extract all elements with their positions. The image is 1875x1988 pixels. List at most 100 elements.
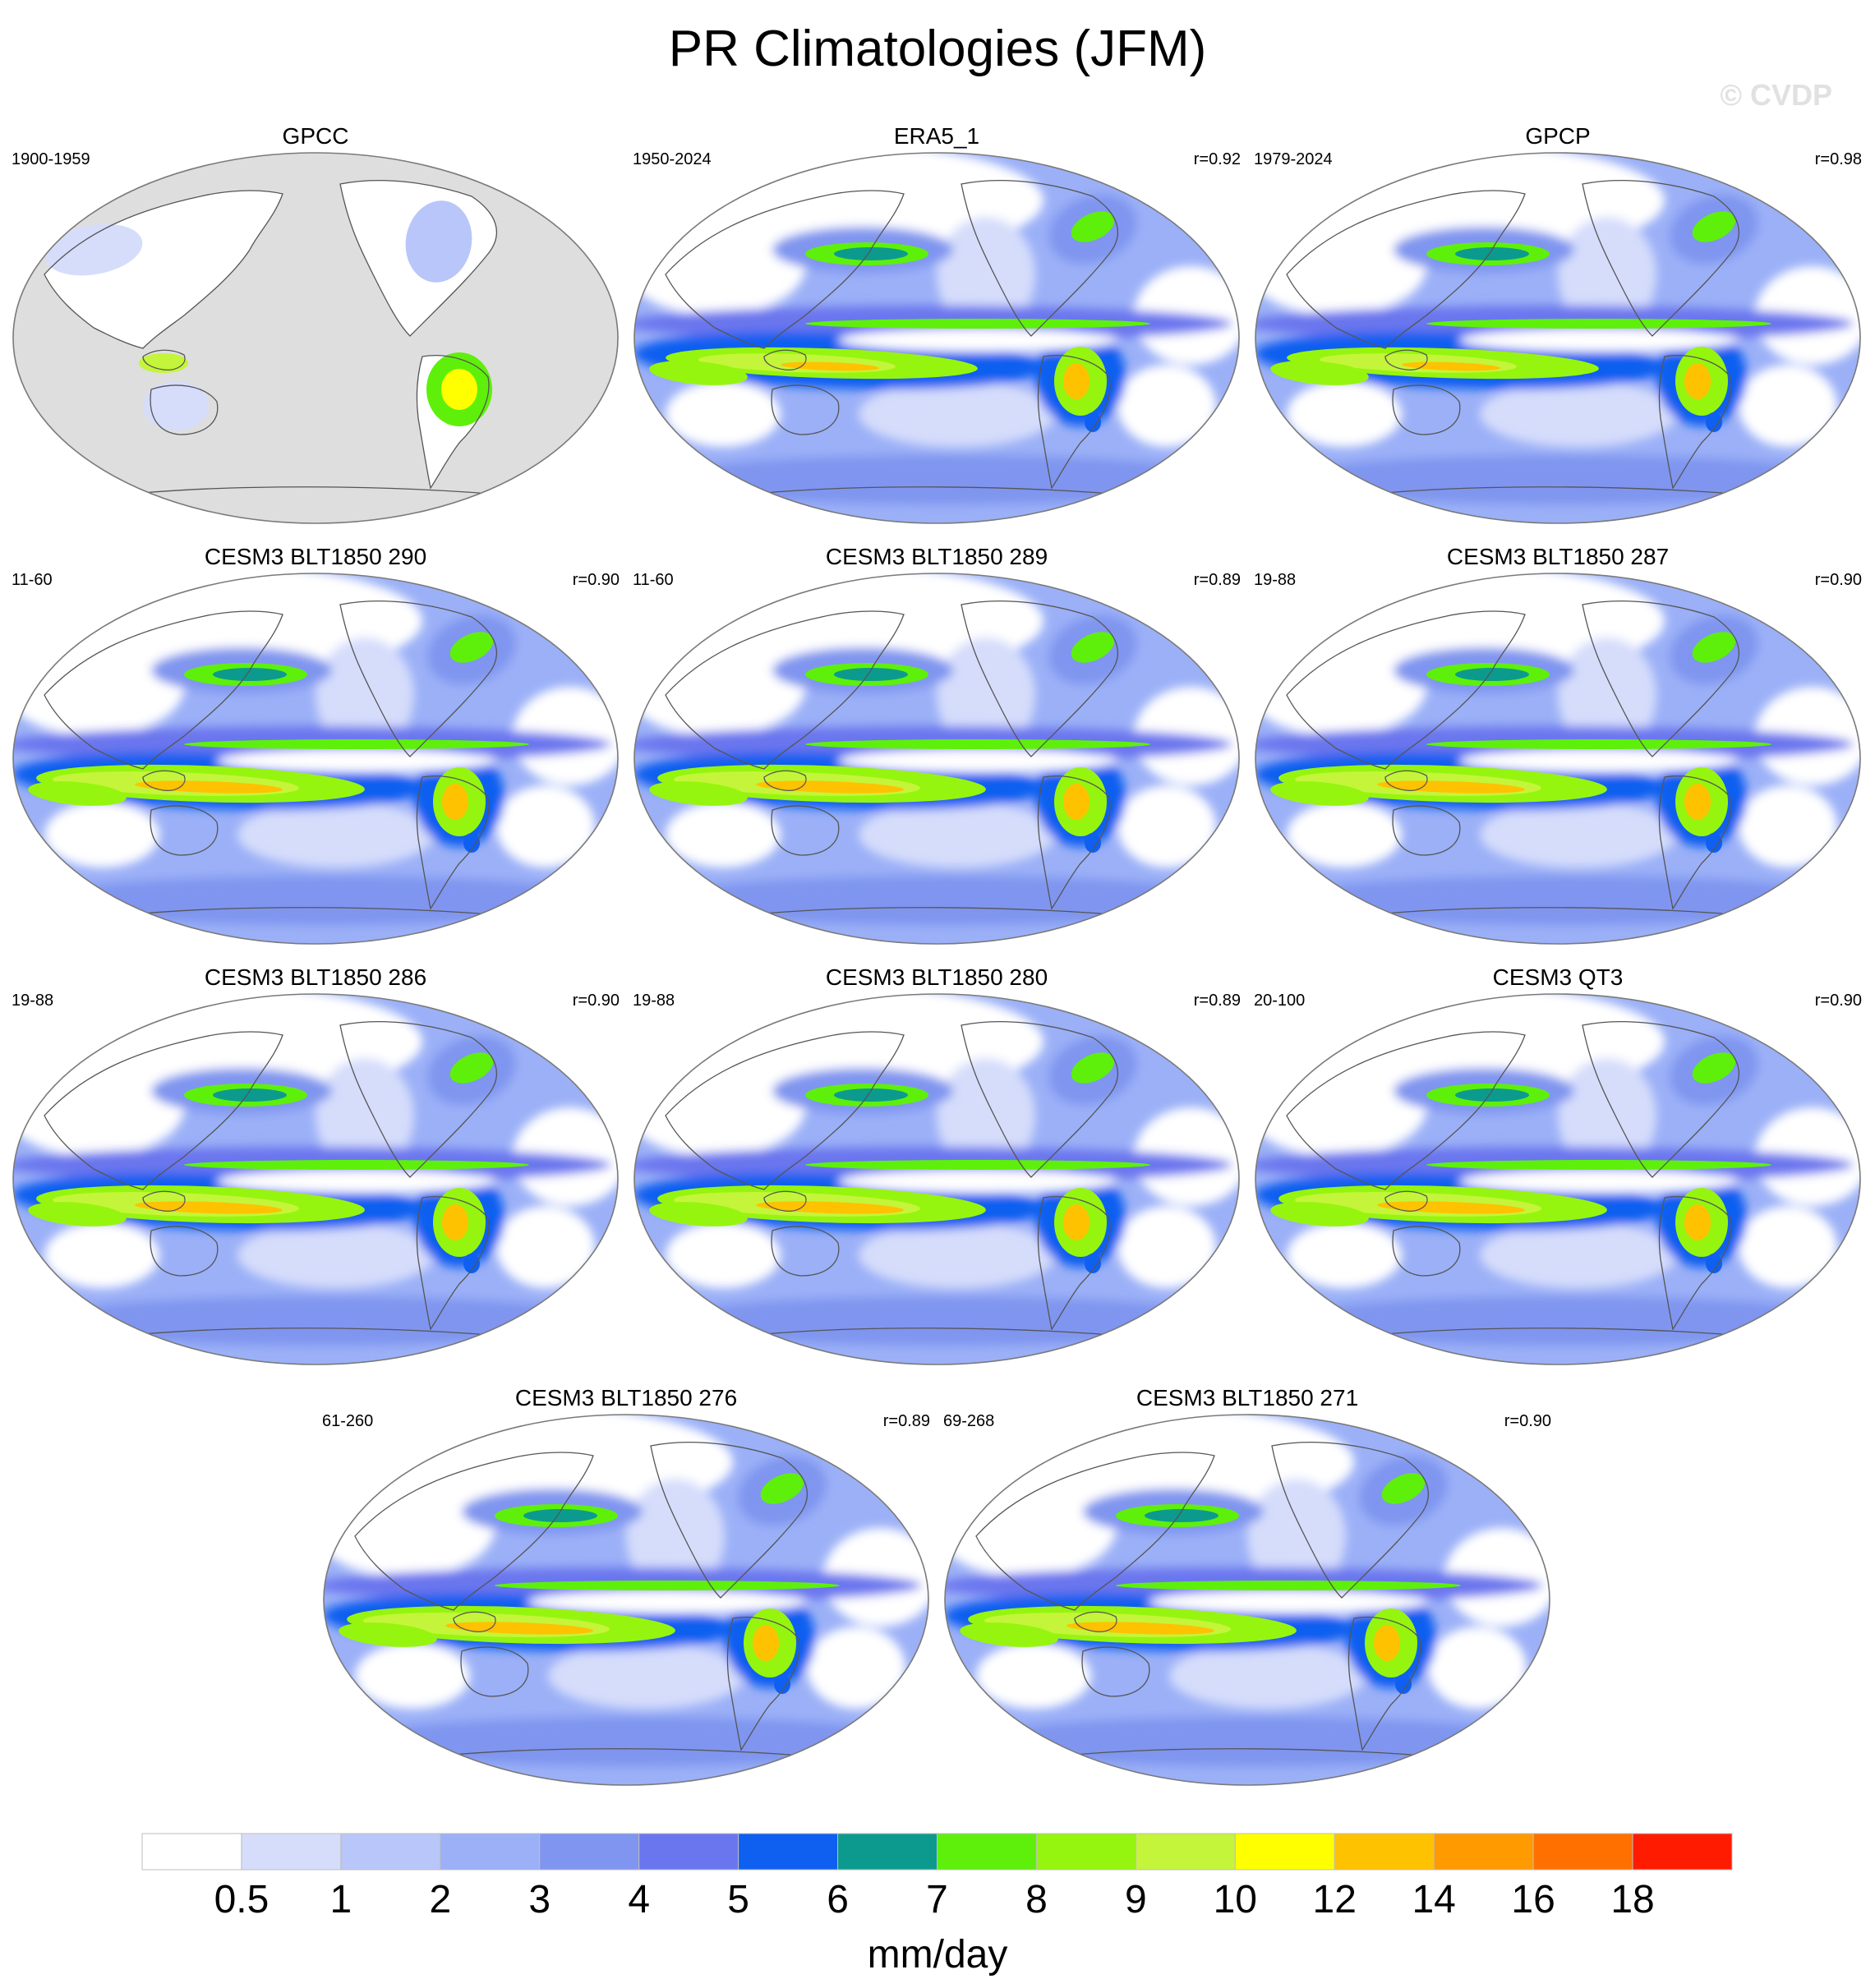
- map-panel: CESM3 BLT1850 276 61-260 r=0.89: [322, 1383, 930, 1790]
- map-field: [1255, 573, 1860, 944]
- colorbar-tick-label: 16: [1511, 1878, 1555, 1921]
- cold-tongue: [1459, 329, 1739, 352]
- map-panel: CESM3 BLT1850 287 19-88 r=0.90: [1254, 542, 1862, 949]
- colorbar-swatch: [340, 1833, 441, 1871]
- south-pacific-dry: [1480, 381, 1677, 447]
- panel-period: 19-88: [1254, 571, 1297, 589]
- na-west-dry: [316, 637, 414, 752]
- south-indian-dry: [355, 1643, 470, 1709]
- colorbar-swatch: [837, 1833, 938, 1871]
- itcz-band: [1426, 1160, 1771, 1170]
- so-storm-track: [36, 1296, 611, 1346]
- coastlines: [975, 1441, 1453, 1759]
- south-indian-dry: [44, 1222, 159, 1288]
- south-atlantic-eddy: [463, 833, 480, 853]
- indian-ocean-band: [339, 1622, 437, 1647]
- coastlines: [1286, 600, 1764, 918]
- figure-title: PR Climatologies (JFM): [668, 21, 1207, 77]
- colorbar-tick-label: 9: [1125, 1878, 1147, 1921]
- map-plot: [633, 573, 1240, 945]
- na-west-dry: [937, 1058, 1035, 1173]
- na-west-dry: [1558, 637, 1656, 752]
- na-storm-track-core: [1692, 1052, 1736, 1084]
- coastlines: [44, 179, 522, 497]
- south-atlantic-dry: [1739, 365, 1837, 447]
- colorbar-tick-label: 6: [827, 1878, 849, 1921]
- south-atlantic-dry: [1739, 785, 1837, 867]
- panel-period: 11-60: [633, 571, 674, 589]
- np-storm-track-center: [1455, 247, 1529, 260]
- colorbar-tick-label: 2: [429, 1878, 451, 1921]
- itcz-band: [805, 319, 1150, 329]
- map-field: [324, 1415, 928, 1785]
- panel-title: CESM3 BLT1850 276: [514, 1385, 738, 1410]
- panel-correlation: r=0.98: [1814, 150, 1862, 168]
- map-panel: CESM3 BLT1850 286 19-88 r=0.90: [12, 963, 620, 1369]
- map-border: [12, 993, 619, 1365]
- na-west-dry: [937, 637, 1035, 752]
- panel-period: 19-88: [12, 992, 54, 1010]
- panel-correlation: r=0.90: [1814, 571, 1862, 589]
- itcz-band: [805, 1160, 1150, 1170]
- asia-light-rain: [44, 223, 143, 276]
- np-storm-track-center: [213, 668, 287, 681]
- na-storm-track-core: [1071, 211, 1115, 242]
- panel-title: CESM3 BLT1850 271: [1136, 1385, 1359, 1410]
- na-west-dry: [1247, 1479, 1346, 1594]
- colorbar-swatch: [141, 1833, 242, 1871]
- na-storm-track-core: [449, 632, 494, 663]
- colorbar-swatch: [1035, 1833, 1136, 1871]
- map-field: [13, 153, 618, 523]
- south-atlantic-dry: [807, 1627, 905, 1709]
- colorbar-swatch: [539, 1833, 640, 1871]
- amazon-max: [1374, 1625, 1400, 1661]
- colorbar-swatch: [241, 1833, 342, 1871]
- south-atlantic-eddy: [1395, 1674, 1412, 1694]
- south-atlantic-dry: [1117, 1206, 1216, 1288]
- south-indian-dry: [44, 802, 159, 867]
- amazon-max: [1063, 1204, 1090, 1240]
- na-east-rain: [405, 200, 472, 283]
- itcz-band: [1116, 1581, 1461, 1590]
- coastlines: [44, 1020, 522, 1338]
- panel-title: ERA5_1: [893, 123, 980, 149]
- south-atlantic-eddy: [1706, 833, 1722, 853]
- panel-title: CESM3 BLT1850 280: [825, 964, 1048, 990]
- south-atlantic-eddy: [1085, 833, 1101, 853]
- indian-ocean-band: [1270, 1202, 1369, 1226]
- cold-tongue: [1149, 1590, 1428, 1613]
- map-plot: [12, 152, 619, 524]
- map-border: [1255, 993, 1861, 1365]
- indian-ocean-band: [1270, 781, 1369, 806]
- spcz-max: [1402, 361, 1500, 371]
- cold-tongue: [527, 1590, 807, 1613]
- coastlines: [1286, 1020, 1764, 1338]
- na-storm-track-core: [760, 1473, 804, 1504]
- south-atlantic-dry: [1117, 365, 1216, 447]
- map-border: [633, 152, 1240, 524]
- south-pacific-dry: [1480, 1222, 1677, 1288]
- amazon-max: [442, 784, 468, 820]
- colorbar-swatch: [738, 1833, 839, 1871]
- coastlines: [354, 1441, 832, 1759]
- south-pacific-dry: [859, 1222, 1056, 1288]
- south-atlantic-dry: [496, 1206, 595, 1288]
- south-pacific-dry: [1169, 1643, 1366, 1709]
- map-plot: [633, 993, 1240, 1365]
- map-field: [634, 994, 1239, 1364]
- itcz-band: [184, 739, 529, 749]
- amazon-max: [442, 1204, 468, 1240]
- south-indian-dry: [1287, 802, 1402, 867]
- so-storm-track: [968, 1717, 1543, 1766]
- colorbar-swatch: [1334, 1833, 1435, 1871]
- panel-correlation: r=0.90: [1814, 992, 1862, 1010]
- south-indian-dry: [1287, 381, 1402, 447]
- colorbar-tick-label: 10: [1214, 1878, 1257, 1921]
- so-storm-track: [36, 876, 611, 925]
- np-storm-track-center: [834, 247, 908, 260]
- cold-tongue: [217, 1170, 496, 1193]
- so-storm-track: [1278, 1296, 1854, 1346]
- south-atlantic-dry: [1428, 1627, 1527, 1709]
- coastlines: [665, 179, 1143, 497]
- indian-ocean-band: [28, 781, 127, 806]
